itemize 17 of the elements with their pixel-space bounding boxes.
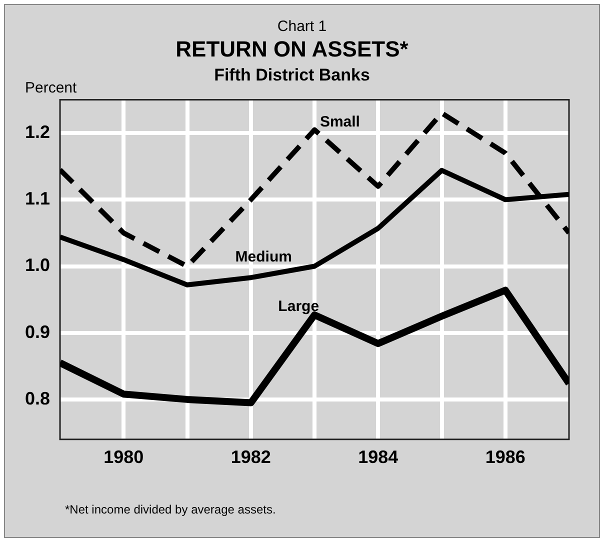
y-tick-label: 1.0 [24, 255, 50, 276]
x-tick-label: 1982 [230, 447, 271, 468]
y-tick-label: 1.2 [24, 122, 50, 142]
y-tick-label: 0.8 [24, 388, 50, 408]
x-tick-label: 1986 [485, 447, 526, 468]
y-tick-label: 0.9 [24, 322, 50, 342]
series-label: Large [278, 298, 320, 315]
series-label: Small [320, 114, 360, 131]
chart-subtitle: Fifth District Banks [214, 65, 370, 84]
x-tick-label: 1984 [358, 447, 398, 468]
chart-title: RETURN ON ASSETS* [176, 36, 409, 62]
series-label: Medium [235, 248, 292, 266]
x-tick-label: 1980 [104, 447, 144, 468]
text: *Net income divided by average assets. [65, 502, 276, 516]
caption: Chart 1 [277, 18, 327, 36]
y-axis-title: Percent [25, 79, 78, 96]
y-tick-label: 1.1 [24, 188, 50, 209]
